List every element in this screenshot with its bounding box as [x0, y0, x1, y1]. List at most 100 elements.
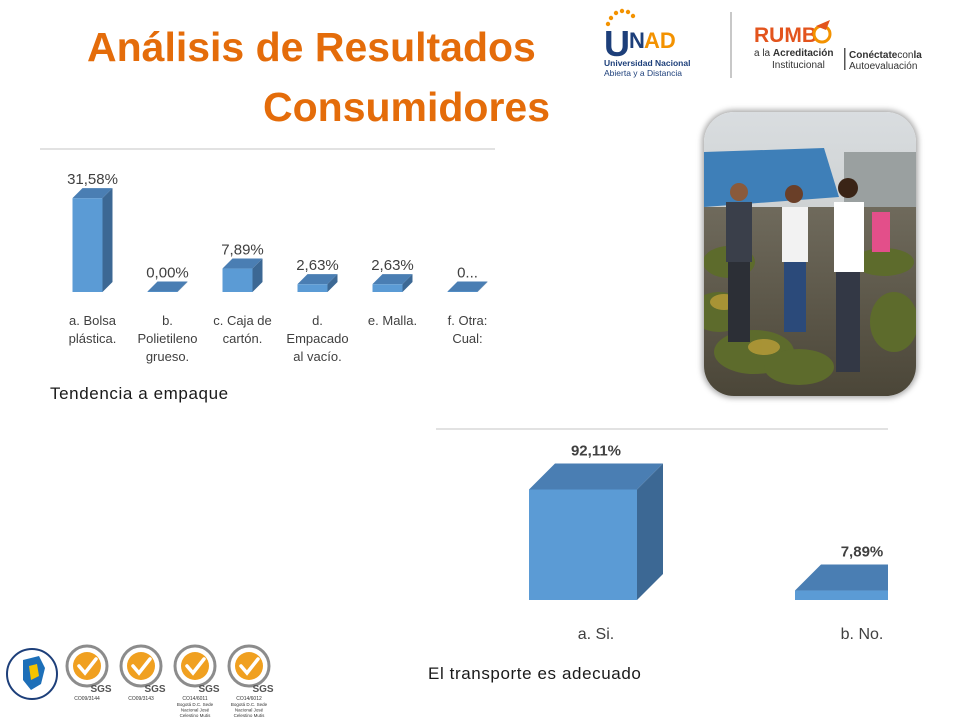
bar-front	[72, 198, 103, 292]
transport-adequacy-chart: 92,11% a. Si. 7,89% b. No.	[436, 428, 888, 654]
rumbo-separator	[844, 48, 846, 70]
bar	[222, 258, 263, 292]
bar	[447, 281, 488, 292]
bar-side	[102, 188, 113, 292]
rumbo-line-1-prefix: a la	[754, 48, 773, 59]
category-label: al vacío.	[293, 349, 341, 364]
category-label: c. Caja de	[213, 313, 272, 328]
photo-people	[726, 178, 890, 372]
category-label: Polietileno	[138, 331, 198, 346]
conectate-con: con	[897, 50, 913, 61]
bar-data-label: 2,63%	[296, 257, 339, 274]
category-label: plástica.	[69, 331, 117, 346]
bar-top	[447, 281, 488, 292]
bar-side	[477, 281, 488, 292]
bar-side	[637, 463, 663, 600]
unad-letters-n: N	[629, 28, 645, 53]
unad-logo-dots	[605, 8, 636, 27]
bar-side	[177, 281, 188, 292]
seal-code: CO09/3143	[128, 696, 154, 702]
conectate-line: Conéctateconla	[849, 50, 922, 61]
unad-letters-ad: AD	[644, 28, 676, 53]
certification-seals-graphic: SGSCO09/3144SGSCO09/3143SGSCO14/6011Bogo…	[6, 644, 274, 718]
unad-logo: U N AD Universidad Nacional Abierta y a …	[600, 8, 710, 80]
category-label: grueso.	[146, 349, 189, 364]
sgs-brand-label: SGS	[144, 684, 165, 695]
bar-top	[529, 463, 663, 490]
category-label: cartón.	[223, 331, 263, 346]
sgs-brand-label: SGS	[198, 684, 219, 695]
bar	[372, 274, 413, 292]
bar-data-label: 7,89%	[841, 544, 884, 561]
rumbo-logo-graphic: RUMB a la Acreditación Institucional Con…	[754, 20, 922, 72]
bar-top	[372, 274, 413, 285]
rumbo-line-2: Institucional	[772, 60, 825, 71]
seal-code: CO09/3144	[74, 696, 100, 702]
bar-front	[447, 291, 478, 292]
slide-title-line-1: Análisis de Resultados	[87, 24, 536, 70]
seal-location-line: Celestino Mutis	[234, 713, 266, 718]
certification-seals: SGS CO09/3144 SGS CO09/3143 SGS CO14/6011 Bogo…	[5, 640, 280, 718]
rumbo-line-1: a la Acreditación	[754, 48, 833, 59]
bar	[147, 281, 188, 292]
unad-line-1: Universidad Nacional	[604, 58, 690, 68]
photo-canopy	[704, 148, 839, 207]
category-label: b. No.	[841, 626, 884, 643]
seal-location-line: Bogotá D.C. Sede	[231, 702, 268, 707]
bar	[529, 463, 663, 600]
bar	[297, 274, 338, 292]
bar-front	[795, 590, 888, 600]
unad-letters-u: U	[604, 23, 630, 64]
slide-title-line-2: Consumidores	[263, 84, 551, 130]
category-label: a. Bolsa	[69, 313, 117, 328]
market-photo	[704, 112, 916, 396]
packaging-trend-chart: 31,58% a. Bolsa plástica. 0,00% b. Polietilen…	[40, 148, 495, 378]
bar-top	[222, 258, 263, 269]
bar-front	[297, 284, 328, 292]
autoevaluacion-text: Autoevaluación	[849, 61, 917, 72]
market-photo-icon	[704, 112, 916, 396]
colombia-map-seal-icon	[6, 648, 58, 700]
unad-line-2: Abierta y a Distancia	[604, 68, 682, 78]
category-label: a. Si.	[578, 626, 614, 643]
bar-front	[222, 268, 253, 292]
seal-location-line: Nacional José	[235, 708, 264, 713]
rumbo-logo: RUMB a la Acreditación Institucional Con…	[750, 12, 940, 80]
seal-code: CO14/6011	[182, 696, 207, 702]
category-label: Cual:	[452, 331, 482, 346]
bar-front	[372, 284, 403, 292]
category-label: f. Otra:	[448, 313, 488, 328]
unad-logo-graphic: U N AD Universidad Nacional Abierta y a …	[604, 8, 690, 78]
packaging-chart-caption: Tendencia a empaque	[50, 384, 229, 403]
seal-code: CO14/6012	[236, 696, 262, 702]
bar-side	[252, 258, 263, 292]
conectate-strong: Conéctate	[849, 50, 898, 61]
bar-data-label: 92,11%	[571, 442, 621, 459]
category-label: d.	[312, 313, 323, 328]
bar-side	[327, 274, 338, 292]
category-label: Empacado	[286, 331, 348, 346]
category-label: b.	[162, 313, 173, 328]
sgs-brand-label: SGS	[252, 684, 273, 695]
conectate-la: la	[913, 50, 922, 61]
bar-top	[795, 564, 888, 591]
bar-data-label: 0...	[457, 265, 478, 282]
bar-data-label: 7,89%	[221, 242, 264, 259]
bar-front	[529, 489, 637, 600]
bar	[72, 188, 113, 292]
rumbo-line-1-strong: Acreditación	[773, 48, 834, 59]
transport-chart-caption: El transporte es adecuado	[428, 664, 642, 683]
packaging-trend-chart-svg: 31,58% a. Bolsa plástica. 0,00% b. Polietilen…	[40, 148, 495, 364]
bar-top	[147, 281, 188, 292]
seal-location-line: Nacional José	[181, 708, 210, 713]
bar-top	[297, 274, 338, 285]
bar	[795, 564, 888, 600]
logo-divider	[730, 12, 732, 78]
bar-front	[147, 291, 178, 292]
bar-side	[402, 274, 413, 292]
seal-location-line: Bogotá D.C. Sede	[177, 702, 214, 707]
